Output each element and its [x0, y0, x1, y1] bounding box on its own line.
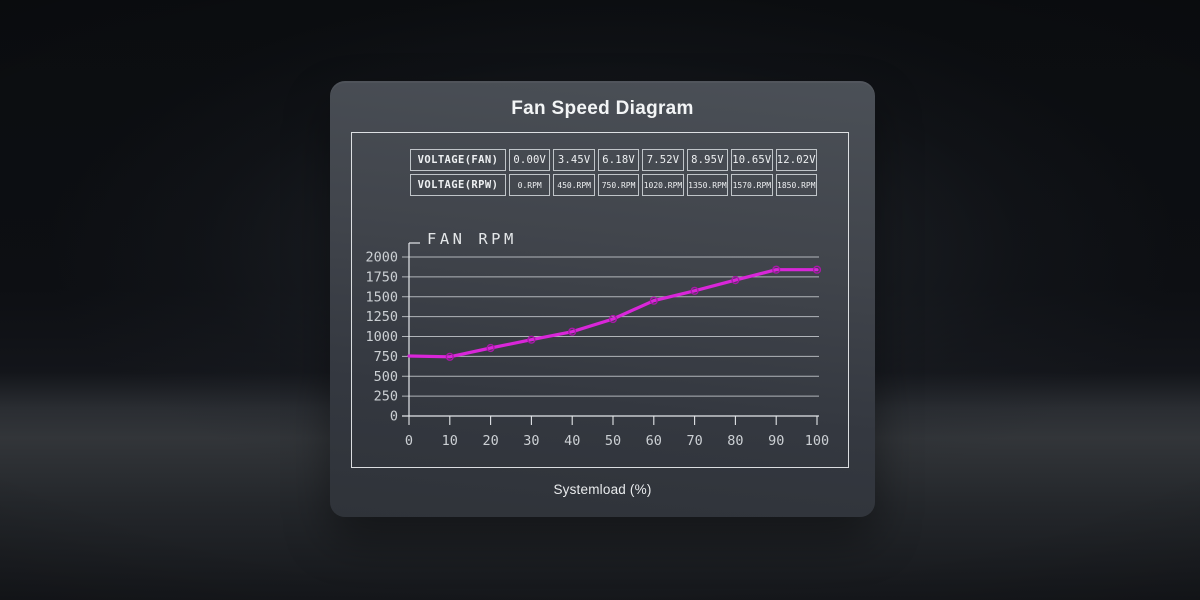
y-tick-label: 0: [390, 409, 398, 425]
data-point-marker: [608, 314, 618, 324]
x-tick-label: 90: [768, 433, 784, 449]
fan-speed-card: Fan Speed Diagram VOLTAGE(FAN) 0.00V 3.45V…: [330, 81, 875, 517]
data-point-marker: [445, 352, 454, 361]
data-point-marker: [731, 276, 740, 285]
y-tick-label: 1000: [365, 329, 398, 345]
x-tick-label: 50: [605, 433, 621, 449]
diagram-frame: VOLTAGE(FAN) 0.00V 3.45V 6.18V 7.52V 8.95V 10.…: [351, 132, 849, 468]
table-value-cell: 450.RPM: [553, 174, 595, 196]
x-tick-label: 60: [646, 433, 662, 449]
table-value-cell: 1570.RPM: [731, 174, 773, 196]
x-tick-label: 0: [405, 433, 413, 449]
table-value-cell: 1020.RPM: [642, 174, 684, 196]
x-tick-label: 100: [805, 433, 829, 449]
data-point-marker: [772, 265, 781, 274]
y-tick-label: 750: [374, 349, 398, 365]
y-tick-label: 1500: [365, 289, 398, 305]
table-value-cell: 0.RPM: [509, 174, 551, 196]
table-value-cell: 1850.RPM: [775, 174, 817, 196]
fan-rpm-line-chart: 0 250 500 750 1000 1250 1500 1750 2000 FAN RPM 0 10…: [365, 230, 829, 449]
x-tick-label: 20: [482, 433, 498, 449]
y-tick-label: 2000: [365, 250, 398, 266]
x-tick-label: 10: [442, 433, 458, 449]
table-value-cell: 0.00V: [509, 149, 551, 171]
table-row-label: VOLTAGE(RPW): [410, 174, 506, 196]
table-row-label: VOLTAGE(FAN): [410, 149, 506, 171]
data-point-marker: [690, 286, 699, 295]
table-value-cell: 10.65V: [731, 149, 773, 171]
chart-title: FAN RPM: [427, 230, 517, 248]
y-tick-label: 1750: [365, 269, 398, 285]
data-point-marker: [812, 265, 822, 274]
card-title: Fan Speed Diagram: [511, 98, 694, 119]
data-point-marker: [486, 343, 495, 353]
x-tick-label: 40: [564, 433, 580, 449]
table-value-cell: 12.02V: [775, 149, 817, 171]
table-value-cell: 1350.RPM: [686, 174, 729, 196]
x-axis-title: Systemload (%): [553, 482, 652, 497]
data-point-marker: [527, 335, 536, 344]
x-tick-label: 30: [523, 433, 539, 449]
data-point-marker: [568, 327, 577, 336]
y-tick-label: 500: [374, 369, 398, 385]
data-point-marker: [649, 296, 658, 305]
x-tick-label: 80: [727, 433, 743, 449]
fan-rpm-line: [407, 268, 819, 359]
table-value-cell: 8.95V: [686, 149, 729, 171]
table-value-cell: 7.52V: [642, 149, 684, 171]
y-tick-label: 250: [374, 389, 398, 405]
table-value-cell: 3.45V: [553, 149, 595, 171]
voltage-table: VOLTAGE(FAN) 0.00V 3.45V 6.18V 7.52V 8.95V 10.…: [410, 149, 817, 196]
y-tick-label: 1250: [365, 309, 398, 325]
table-value-cell: 6.18V: [597, 149, 640, 171]
table-value-cell: 750.RPM: [597, 174, 640, 196]
x-tick-label: 70: [686, 433, 702, 449]
